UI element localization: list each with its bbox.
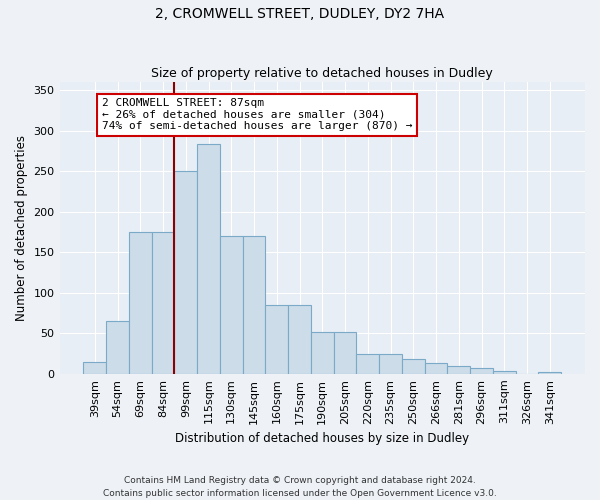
Bar [175, 171, 197, 374]
Bar [265, 305, 288, 374]
Bar [379, 354, 402, 374]
Text: 2 CROMWELL STREET: 87sqm
← 26% of detached houses are smaller (304)
74% of semi-: 2 CROMWELL STREET: 87sqm ← 26% of detach… [101, 98, 412, 132]
Bar [242, 236, 265, 374]
Bar [220, 236, 242, 374]
Y-axis label: Number of detached properties: Number of detached properties [15, 135, 28, 321]
Bar [448, 366, 470, 374]
Bar [493, 372, 515, 374]
Bar [129, 232, 152, 374]
Bar [106, 321, 129, 374]
Bar [83, 362, 106, 374]
Bar [538, 372, 561, 374]
Text: 2, CROMWELL STREET, DUDLEY, DY2 7HA: 2, CROMWELL STREET, DUDLEY, DY2 7HA [155, 8, 445, 22]
Bar [288, 305, 311, 374]
Bar [402, 359, 425, 374]
Bar [197, 144, 220, 374]
Bar [470, 368, 493, 374]
Text: Contains HM Land Registry data © Crown copyright and database right 2024.
Contai: Contains HM Land Registry data © Crown c… [103, 476, 497, 498]
Bar [152, 232, 175, 374]
Bar [356, 354, 379, 374]
Bar [311, 332, 334, 374]
Bar [425, 364, 448, 374]
Title: Size of property relative to detached houses in Dudley: Size of property relative to detached ho… [151, 66, 493, 80]
Bar [334, 332, 356, 374]
X-axis label: Distribution of detached houses by size in Dudley: Distribution of detached houses by size … [175, 432, 469, 445]
